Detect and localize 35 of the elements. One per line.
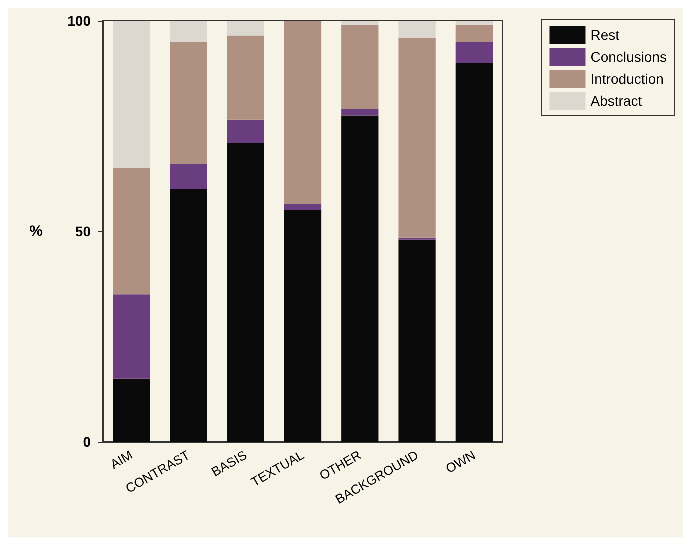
bar	[113, 378, 150, 442]
x-tick-label: OWN	[443, 448, 478, 476]
bar	[284, 204, 322, 210]
bar	[398, 21, 436, 38]
bar	[456, 63, 493, 442]
bar	[170, 164, 208, 190]
legend-label: Conclusions	[590, 49, 668, 65]
y-tick-label: 100	[68, 13, 92, 29]
y-tick-label: 50	[75, 224, 92, 240]
y-axis-title: %	[30, 223, 43, 240]
bar	[227, 143, 264, 442]
bar	[170, 21, 208, 42]
legend-label: Abstract	[590, 93, 642, 109]
bar	[342, 109, 379, 116]
bar	[284, 210, 322, 442]
bar	[227, 36, 264, 120]
bar	[113, 294, 150, 379]
bar	[342, 116, 379, 442]
bar	[170, 42, 208, 164]
bar	[113, 21, 150, 168]
y-tick-label: 0	[83, 434, 92, 450]
bar	[342, 21, 379, 26]
bar	[284, 21, 322, 204]
bar	[170, 189, 208, 442]
bar	[398, 38, 436, 238]
bar	[342, 25, 379, 110]
legend-label: Introduction	[590, 71, 664, 87]
legend-label: Rest	[590, 27, 620, 43]
bar	[227, 21, 264, 36]
bar	[456, 25, 493, 42]
bar	[398, 240, 436, 442]
bar	[456, 42, 493, 64]
bar	[456, 21, 493, 26]
bar	[227, 120, 264, 144]
bar	[113, 168, 150, 295]
